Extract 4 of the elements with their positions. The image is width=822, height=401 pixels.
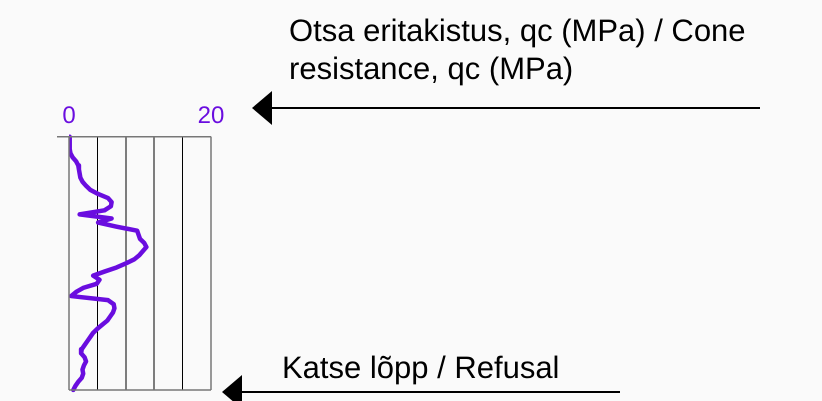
x-axis-title: Otsa eritakistus, qc (MPa) / Cone resistance, qc (MPa) xyxy=(289,12,747,88)
text: Katse lõpp / Refusal xyxy=(282,349,560,387)
x-tick-label: 20 xyxy=(198,102,224,130)
x-tick-label: 0 xyxy=(62,102,76,130)
